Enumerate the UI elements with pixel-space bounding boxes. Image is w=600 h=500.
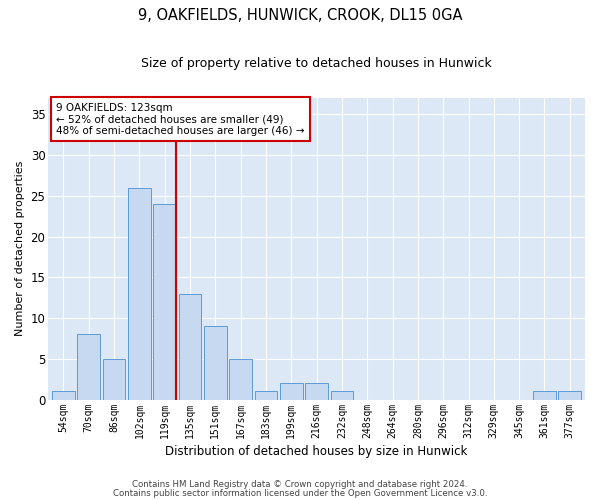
Bar <box>103 359 125 400</box>
Y-axis label: Number of detached properties: Number of detached properties <box>15 161 25 336</box>
Bar <box>254 392 277 400</box>
Bar <box>153 204 176 400</box>
Bar <box>331 392 353 400</box>
Title: Size of property relative to detached houses in Hunwick: Size of property relative to detached ho… <box>141 58 492 70</box>
Text: 9, OAKFIELDS, HUNWICK, CROOK, DL15 0GA: 9, OAKFIELDS, HUNWICK, CROOK, DL15 0GA <box>138 8 462 22</box>
Bar <box>128 188 151 400</box>
Bar <box>204 326 227 400</box>
Bar <box>305 383 328 400</box>
Bar <box>229 359 252 400</box>
Text: Contains public sector information licensed under the Open Government Licence v3: Contains public sector information licen… <box>113 489 487 498</box>
Bar <box>77 334 100 400</box>
Bar <box>533 392 556 400</box>
Bar <box>52 392 75 400</box>
Text: 9 OAKFIELDS: 123sqm
← 52% of detached houses are smaller (49)
48% of semi-detach: 9 OAKFIELDS: 123sqm ← 52% of detached ho… <box>56 102 305 136</box>
X-axis label: Distribution of detached houses by size in Hunwick: Distribution of detached houses by size … <box>166 444 468 458</box>
Text: Contains HM Land Registry data © Crown copyright and database right 2024.: Contains HM Land Registry data © Crown c… <box>132 480 468 489</box>
Bar <box>559 392 581 400</box>
Bar <box>179 294 202 400</box>
Bar <box>280 383 302 400</box>
